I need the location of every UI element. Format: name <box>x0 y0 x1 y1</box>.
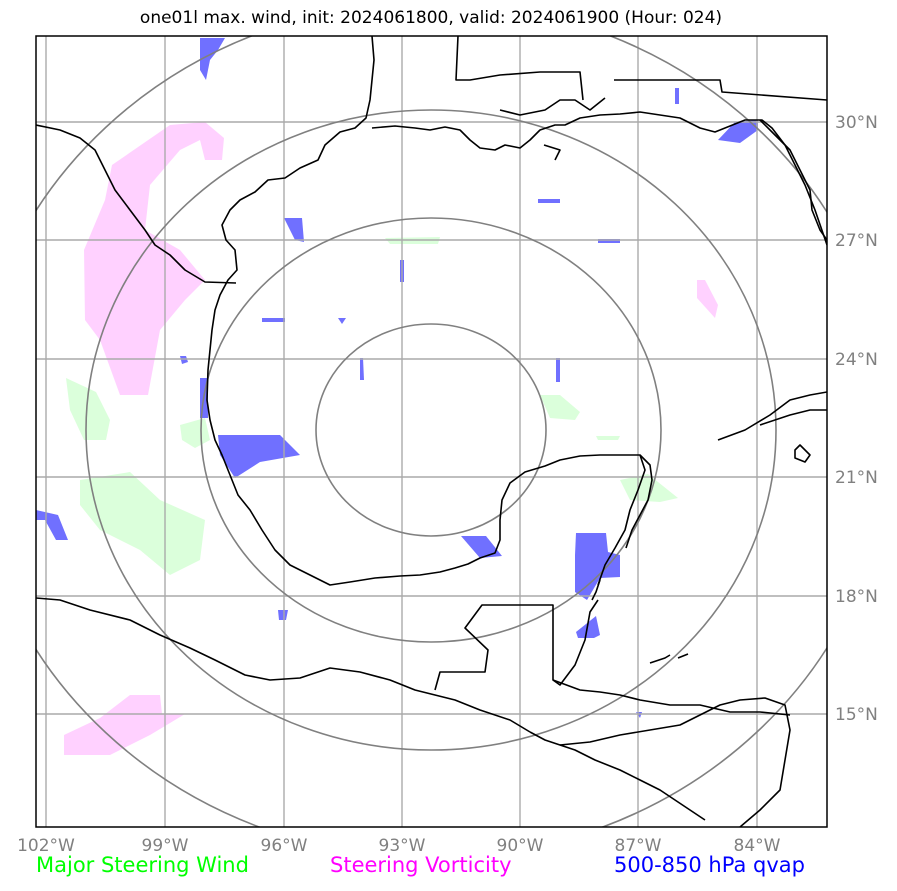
qvap-shading <box>36 38 758 718</box>
lat-tick: 30°N <box>835 113 878 133</box>
lon-tick: 93°W <box>379 836 426 856</box>
lat-tick: 15°N <box>835 705 878 725</box>
map-title: one01l max. wind, init: 2024061800, vali… <box>139 8 723 28</box>
steering-wind-shading <box>66 237 678 575</box>
legend-qvap: 500-850 hPa qvap <box>614 853 805 877</box>
lat-tick: 21°N <box>835 468 878 488</box>
lat-tick-labels: 30°N 27°N 24°N 21°N 18°N 15°N <box>835 113 878 725</box>
legend-steering-wind: Major Steering Wind <box>36 853 249 877</box>
lon-tick-labels: 102°W 99°W 96°W 93°W 90°W 87°W 84°W <box>17 836 781 856</box>
lat-tick: 27°N <box>835 231 878 251</box>
lon-tick: 90°W <box>497 836 544 856</box>
map-frame <box>35 35 828 828</box>
legend-steering-vorticity: Steering Vorticity <box>330 853 512 877</box>
lat-tick: 18°N <box>835 587 878 607</box>
range-rings <box>36 36 827 827</box>
lon-tick: 99°W <box>142 836 189 856</box>
graticule <box>36 36 827 827</box>
lon-tick: 102°W <box>17 836 75 856</box>
steering-vorticity-shading <box>64 122 718 755</box>
lon-tick: 87°W <box>615 836 662 856</box>
lon-tick: 84°W <box>734 836 781 856</box>
lat-tick: 24°N <box>835 350 878 370</box>
coastlines <box>36 36 827 827</box>
lon-tick: 96°W <box>261 836 308 856</box>
